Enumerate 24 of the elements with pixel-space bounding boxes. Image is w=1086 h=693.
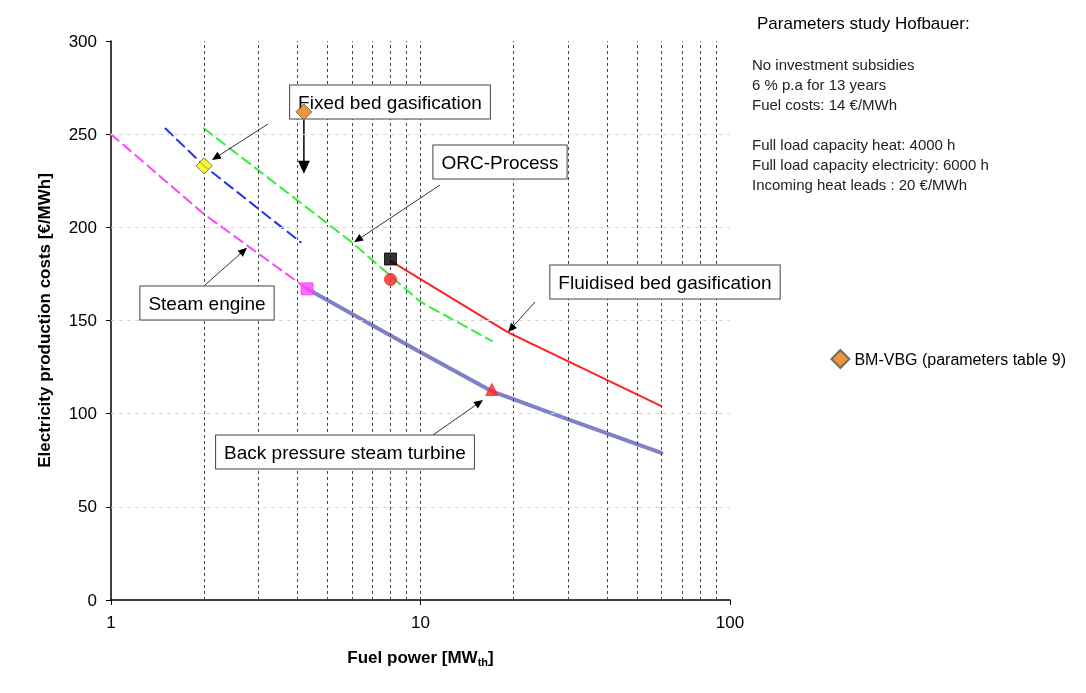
annotation: Back pressure steam turbine xyxy=(224,441,466,463)
annotation: Fluidised bed gasification xyxy=(558,271,772,293)
y-tick-label: 150 xyxy=(68,311,97,330)
text: Incoming heat leads : 20 €/MWh xyxy=(752,176,968,193)
x-tick-label: 1 xyxy=(106,613,116,632)
text: Full load capacity electricity: 6000 h xyxy=(752,156,989,173)
annotation: ORC-Process xyxy=(441,151,559,173)
legend-label: BM-VBG (parameters table 9) xyxy=(854,350,1066,368)
y-axis-title: Electricity production costs [€/MWh] xyxy=(35,173,54,468)
x-tick-label: 100 xyxy=(715,613,745,632)
text: Full load capacity heat: 4000 h xyxy=(752,136,956,153)
text: Parameters study Hofbauer: xyxy=(757,14,970,33)
y-tick-label: 300 xyxy=(68,31,97,51)
y-tick-label: 200 xyxy=(68,217,97,237)
annotation: Steam engine xyxy=(148,292,266,314)
annotation: Fixed bed gasification xyxy=(298,91,482,113)
text: 6 % p.a for 13 years xyxy=(752,76,887,93)
text: Fuel costs: 14 €/MWh xyxy=(752,96,898,113)
y-tick-label: 0 xyxy=(87,590,97,610)
y-tick-label: 250 xyxy=(68,124,97,144)
text: No investment subsidies xyxy=(752,56,915,73)
x-tick-label: 10 xyxy=(411,613,430,632)
y-tick-label: 100 xyxy=(68,404,97,424)
y-tick-label: 50 xyxy=(78,497,97,517)
